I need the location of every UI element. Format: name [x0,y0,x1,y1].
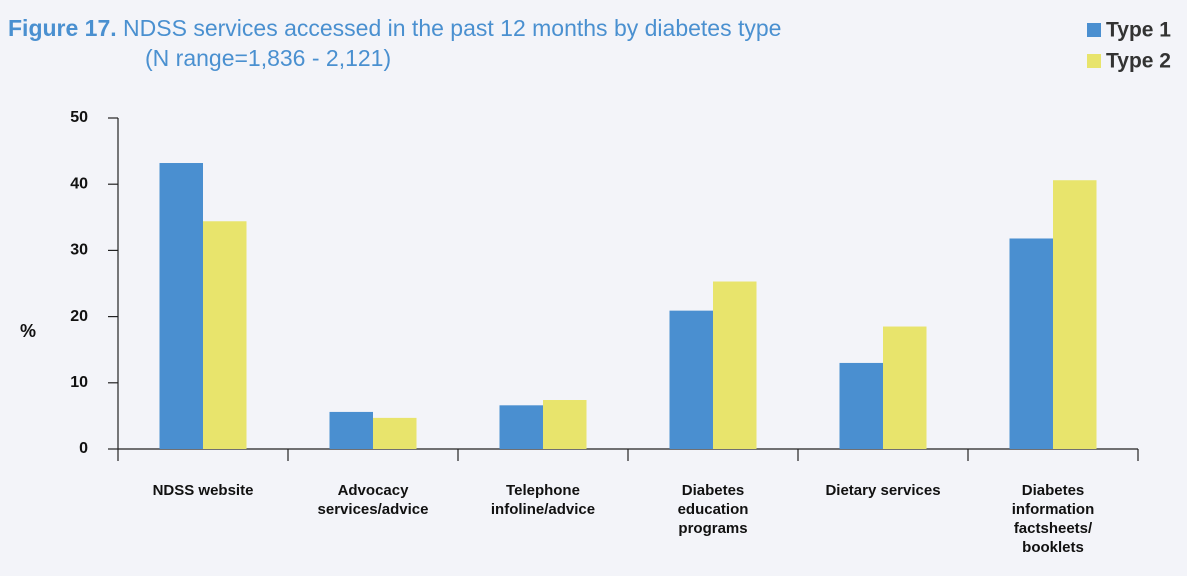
legend-label: Type 2 [1106,50,1171,73]
bar [329,411,373,449]
bar [1053,180,1097,449]
bar [543,400,587,449]
title-text: NDSS services accessed in the past 12 mo… [123,15,781,41]
chart-subtitle: (N range=1,836 - 2,121) [145,45,391,71]
bar [839,362,883,449]
y-axis-label: % [20,321,36,341]
y-tick-label: 0 [79,440,88,457]
bar [499,405,543,449]
x-tick-label: Telephone infoline/advice [490,482,596,518]
bar [713,281,757,449]
title-label: Figure 17. [8,15,117,41]
legend-swatch [1087,54,1101,68]
x-tick-label: Diabetes education programs [677,482,749,537]
bar [159,163,203,450]
bar [203,221,247,449]
x-tick-label: NDSS website [152,482,254,499]
y-tick-label: 40 [70,175,88,192]
y-tick-label: 10 [70,374,88,391]
x-tick-label: Advocacy services/advice [317,482,429,518]
chart-title: Figure 17. NDSS services accessed in the… [8,15,781,41]
bar [1009,238,1053,449]
y-tick-label: 50 [70,109,88,126]
y-tick-label: 20 [70,308,88,325]
bar [883,326,927,449]
x-tick-label: Diabetes information factsheets/ booklet… [1011,482,1095,556]
legend-label: Type 1 [1106,19,1171,42]
bar [373,417,417,449]
legend-swatch [1087,23,1101,37]
y-tick-label: 30 [70,242,88,259]
x-tick-label: Dietary services [825,482,941,499]
bar [669,310,713,449]
